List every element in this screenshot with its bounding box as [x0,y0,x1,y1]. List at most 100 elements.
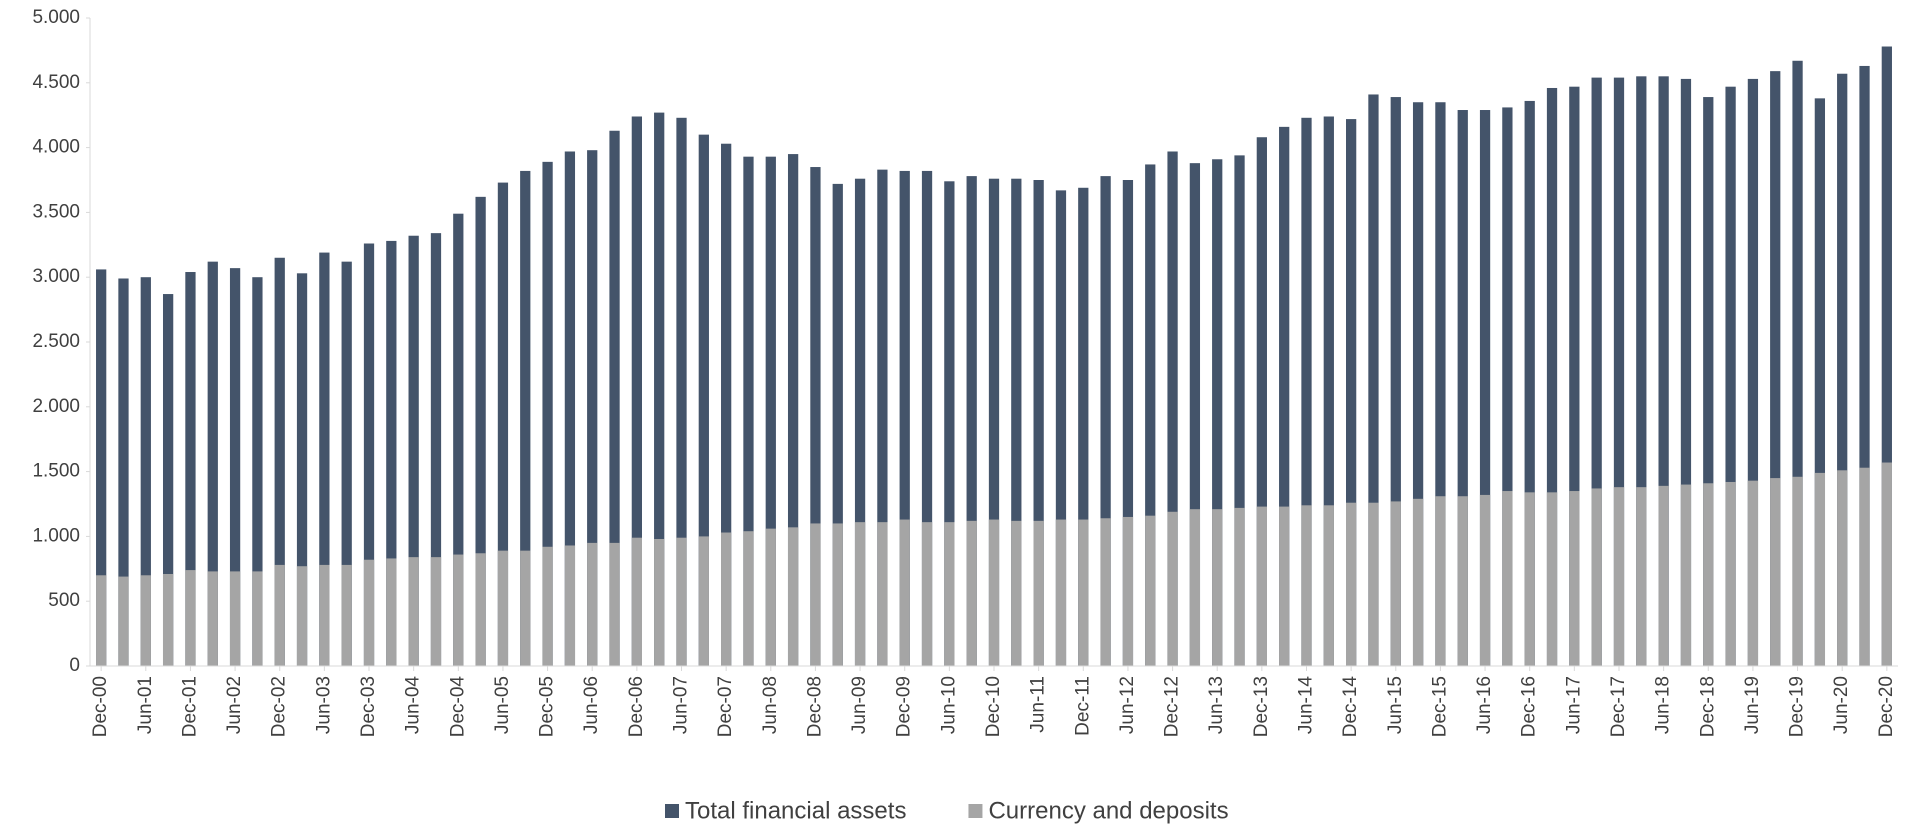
bar [1145,164,1156,666]
x-tick-label: Jun-03 [313,676,334,734]
bar [1457,496,1468,666]
x-tick-label: Jun-05 [492,676,513,734]
bar [1323,116,1334,667]
bar [520,170,531,667]
bar [207,571,218,666]
bar [1234,155,1245,666]
bar [1770,71,1781,667]
bar [1256,137,1267,666]
x-tick-label: Jun-09 [849,676,870,734]
bar [587,150,598,666]
bar [542,546,553,666]
bar [1435,496,1446,666]
x-tick-label: Dec-04 [447,676,468,738]
bar [1680,78,1692,667]
bar [207,261,218,666]
bar [1346,502,1357,666]
y-tick-label: 0 [69,655,80,676]
legend-swatch [968,804,983,818]
bar [1546,492,1558,666]
bar [765,156,776,666]
x-tick-label: Jun-04 [403,676,424,735]
legend-label: Currency and deposits [988,797,1228,824]
y-tick-label: 4.500 [32,72,80,93]
bar [1457,110,1468,667]
bar [1145,515,1156,666]
bar [408,235,419,666]
bar [1256,506,1267,666]
x-tick-label: Jun-11 [1028,676,1049,733]
x-tick-label: Dec-14 [1340,676,1361,738]
bar [140,277,151,666]
bar [1412,102,1424,667]
bar [1279,126,1290,666]
y-tick-label: 5.000 [32,7,80,28]
bar [1078,519,1089,666]
bar [1837,470,1848,666]
bar [1122,180,1134,666]
bar [1100,518,1111,666]
bar [520,550,531,666]
bar [787,527,799,666]
bar [118,278,129,666]
bar [1390,97,1401,666]
bar [341,261,352,666]
bar [966,520,977,666]
bar [408,557,419,666]
y-tick-label: 1.000 [32,525,80,546]
x-tick-label: Dec-06 [626,676,647,737]
bar [1703,97,1714,666]
x-tick-label: Dec-11 [1072,676,1093,736]
bar [319,564,330,666]
x-tick-label: Dec-20 [1876,676,1897,737]
x-tick-label: Dec-09 [894,676,915,737]
bar [1301,505,1312,666]
legend: Total financial assets Currency and depos… [665,797,1229,824]
bar [1546,87,1558,666]
bar [542,161,553,666]
bar [743,156,754,666]
bar [296,566,308,666]
y-tick-label: 3.000 [32,266,80,287]
bar [1279,506,1290,666]
x-tick-label: Jun-08 [760,676,781,734]
bar [363,559,375,666]
bar [1859,65,1870,666]
x-tick-label: Jun-10 [938,676,959,734]
bar [698,536,709,666]
bar [631,116,642,667]
bar [1301,117,1312,667]
bar [1100,176,1111,666]
bar [966,176,977,666]
bar [854,522,866,666]
x-tick-label: Dec-02 [269,676,290,737]
y-tick-label: 1.500 [32,461,80,482]
x-tick-label: Jun-12 [1117,676,1138,734]
bar [743,531,754,666]
bar [564,545,576,666]
bar [609,542,620,666]
bar [1613,77,1625,667]
bar [1703,483,1714,666]
y-tick-label: 2.000 [32,396,80,417]
bar [1189,509,1201,666]
x-tick-label: Dec-13 [1251,676,1272,737]
bar [1747,480,1759,666]
bar [1011,520,1022,666]
bar [1524,100,1535,667]
x-tick-label: Dec-05 [537,676,558,737]
bar [921,522,933,666]
bar [1212,159,1223,666]
bar [1524,492,1535,666]
bar [765,528,776,666]
bar [921,170,933,667]
x-tick-label: Dec-15 [1429,676,1450,737]
bar [1033,180,1044,666]
bar [854,178,866,667]
bar [1502,491,1513,666]
x-tick-label: Jun-14 [1296,676,1317,735]
bar [1055,519,1067,666]
bar [1167,511,1178,666]
bar [185,570,196,666]
bar [96,269,107,666]
